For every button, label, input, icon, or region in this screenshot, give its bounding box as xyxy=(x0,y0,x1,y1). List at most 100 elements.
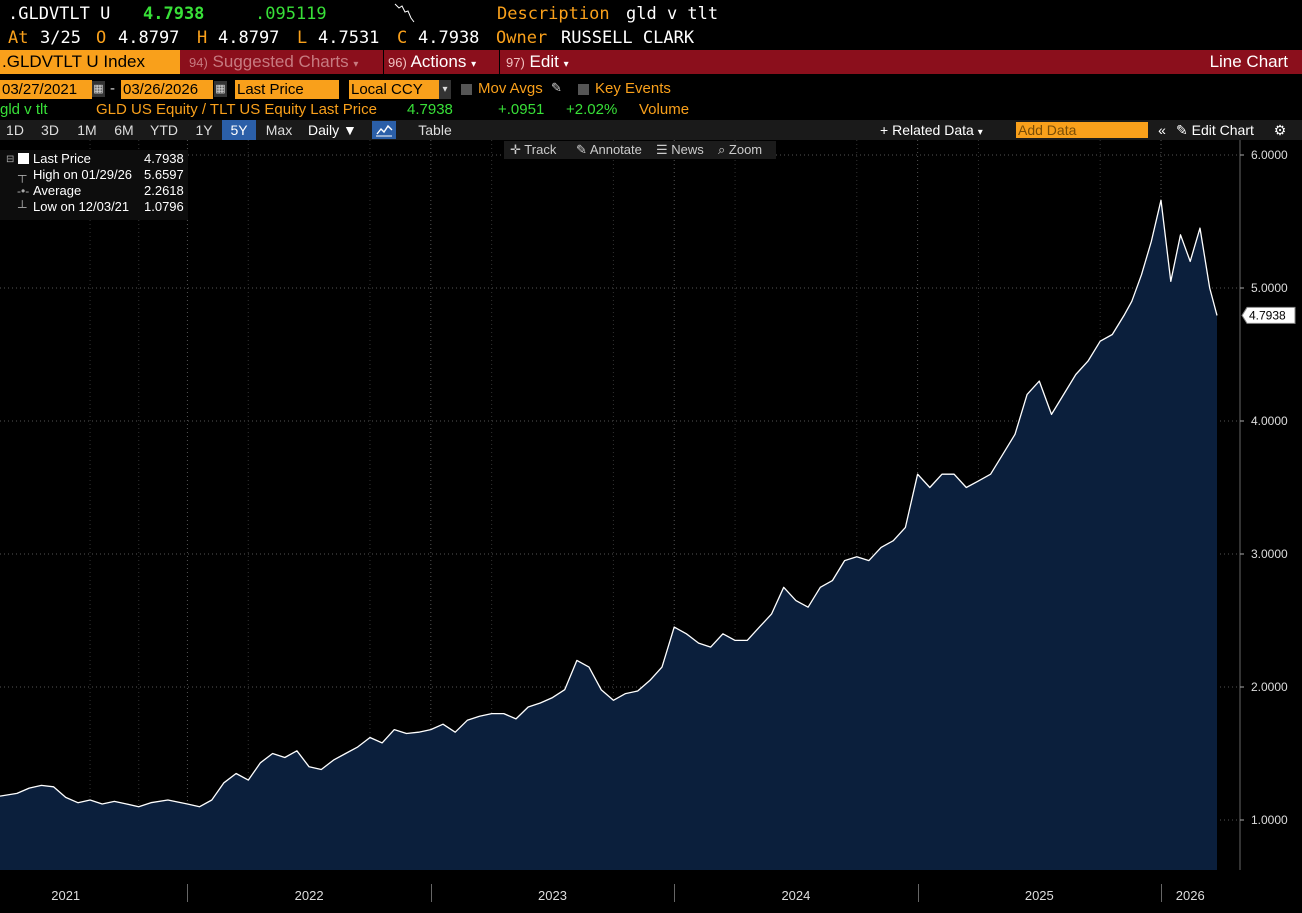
x-axis: 2021 2022 2023 2024 2025 2026 xyxy=(0,870,1302,913)
legend-high-label: High on 01/29/26 xyxy=(33,167,133,182)
annotate-label: Annotate xyxy=(589,142,642,157)
series-line xyxy=(0,199,1218,808)
sparkline-icon xyxy=(394,3,415,23)
price-chart[interactable]: 1.0000 2.0000 3.0000 4.0000 5.0000 6.0000 4.7… xyxy=(0,140,1302,913)
line-chart-icon[interactable] xyxy=(372,121,396,139)
news-label: News xyxy=(671,142,704,157)
related-data-menu[interactable]: + Related Data ▾ xyxy=(880,120,1010,140)
zoom-tool[interactable]: ⌕ Zoom xyxy=(718,141,762,159)
range-max-button[interactable]: Max xyxy=(265,122,293,138)
double-chevron-left-icon[interactable]: « xyxy=(1158,122,1166,138)
security-field[interactable]: .GLDVTLT U Index xyxy=(0,50,180,74)
calendar-icon[interactable]: ▦ xyxy=(214,81,227,97)
key-events-label: Key Events xyxy=(595,80,671,97)
legend-swatch xyxy=(18,153,29,164)
chart-type-label: Line Chart xyxy=(1209,52,1288,71)
open-label: O xyxy=(96,28,107,48)
ticker: .GLDVTLT U xyxy=(8,4,111,24)
at-label: At xyxy=(8,28,29,48)
mov-avgs-label: Mov Avgs xyxy=(478,80,543,97)
track-tool[interactable]: ✛ Track xyxy=(510,141,556,159)
range-ytd-button[interactable]: YTD xyxy=(150,122,178,138)
x-tick-label: 2023 xyxy=(538,888,567,903)
y-tick-label: 2.0000 xyxy=(1251,680,1288,694)
close-value: 4.7938 xyxy=(418,28,480,48)
y-tick-label: 6.0000 xyxy=(1251,148,1288,162)
calendar-icon[interactable]: ▦ xyxy=(92,81,105,97)
start-date-field[interactable]: 03/27/2021 xyxy=(0,80,92,99)
edit-chart-label: Edit Chart xyxy=(1191,122,1254,138)
key-events-checkbox[interactable] xyxy=(578,84,589,95)
series-value: 4.7938 xyxy=(407,101,453,118)
range-1d-button[interactable]: 1D xyxy=(6,122,24,138)
news-tool[interactable]: ☰ News xyxy=(656,141,704,159)
legend-last-value: 4.7938 xyxy=(144,151,184,166)
plus-icon: + xyxy=(880,122,889,138)
edit-chart-button[interactable]: ✎ Edit Chart xyxy=(1176,120,1268,140)
mov-avgs-checkbox[interactable] xyxy=(461,84,472,95)
x-axis-separator xyxy=(917,884,919,902)
at-value: 3/25 xyxy=(40,28,81,48)
y-tick-label: 1.0000 xyxy=(1251,813,1288,827)
divider xyxy=(499,50,500,74)
chevron-down-icon: ▾ xyxy=(471,59,477,70)
average-marker-icon: -•- xyxy=(17,184,30,198)
add-data-input[interactable]: Add Data xyxy=(1016,122,1148,138)
annotate-tool[interactable]: ✎ Annotate xyxy=(576,141,642,159)
low-marker-icon: ┴ xyxy=(18,200,27,214)
x-axis-separator xyxy=(1161,884,1163,902)
suggested-charts-number: 94) xyxy=(189,55,208,70)
date-separator: - xyxy=(110,80,115,97)
collapse-icon[interactable]: ⊟ xyxy=(6,154,15,165)
range-5y-button[interactable]: 5Y xyxy=(222,120,256,140)
triangle-down-icon: ▼ xyxy=(343,122,357,138)
chevron-down-icon[interactable]: ▾ xyxy=(439,80,451,99)
actions-number: 96) xyxy=(388,55,407,70)
x-tick-label: 2026 xyxy=(1175,888,1205,903)
table-button[interactable]: Table xyxy=(418,122,452,138)
suggested-charts-menu[interactable]: 94) Suggested Charts ▾ xyxy=(185,50,383,74)
legend-average-value: 2.2618 xyxy=(144,183,184,198)
high-marker-icon: ┬ xyxy=(18,168,27,182)
low-value: 4.7531 xyxy=(318,28,380,48)
price-change: .095119 xyxy=(255,4,327,24)
x-axis-separator xyxy=(674,884,676,902)
last-price: 4.7938 xyxy=(143,4,205,24)
gear-icon[interactable]: ⚙ xyxy=(1273,122,1287,138)
series-change: +.0951 xyxy=(498,101,545,118)
main-toolbar: .GLDVTLT U Index 94) Suggested Charts ▾ … xyxy=(0,50,1302,74)
edit-number: 97) xyxy=(506,55,525,70)
news-icon: ☰ xyxy=(656,142,668,157)
low-label: L xyxy=(297,28,308,48)
edit-menu[interactable]: 97) Edit ▾ xyxy=(506,50,596,74)
y-tick-label: 3.0000 xyxy=(1251,547,1288,561)
description-value: gld v tlt xyxy=(626,4,719,24)
currency-select[interactable]: Local CCY xyxy=(349,80,439,99)
legend-low-label: Low on 12/03/21 xyxy=(33,199,130,214)
end-date-field[interactable]: 03/26/2026 xyxy=(121,80,213,99)
range-6m-button[interactable]: 6M xyxy=(114,122,134,138)
crosshair-icon: ✛ xyxy=(510,142,521,157)
x-tick-label: 2022 xyxy=(294,888,324,903)
actions-label: Actions xyxy=(410,52,467,71)
range-1y-button[interactable]: 1Y xyxy=(195,122,213,138)
high-label: H xyxy=(197,28,208,48)
y-tick-label: 4.0000 xyxy=(1251,414,1288,428)
field-select[interactable]: Last Price xyxy=(235,80,339,99)
y-axis-ticks: 1.0000 2.0000 3.0000 4.0000 5.0000 6.0000 xyxy=(1240,148,1288,827)
last-price-marker: 4.7938 xyxy=(1241,306,1296,324)
legend-average-label: Average xyxy=(33,183,82,198)
chevron-down-icon: ▾ xyxy=(563,59,569,70)
range-3d-button[interactable]: 3D xyxy=(41,122,59,138)
pencil-icon: ✎ xyxy=(1176,122,1188,138)
owner-value: RUSSELL CLARK xyxy=(561,28,695,48)
x-tick-label: 2025 xyxy=(1024,888,1054,903)
last-price-tag: 4.7938 xyxy=(1249,308,1286,322)
actions-menu[interactable]: 96) Actions ▾ xyxy=(388,50,498,74)
frequency-select[interactable]: Daily ▼ xyxy=(302,120,366,140)
legend-last-label: Last Price xyxy=(33,151,91,166)
chart-tools-bar: ✛ Track ✎ Annotate ☰ News ⌕ Zoom xyxy=(504,141,776,159)
edit-label: Edit xyxy=(529,52,559,71)
range-1m-button[interactable]: 1M xyxy=(77,122,97,138)
pencil-icon[interactable]: ✎ xyxy=(551,80,562,95)
